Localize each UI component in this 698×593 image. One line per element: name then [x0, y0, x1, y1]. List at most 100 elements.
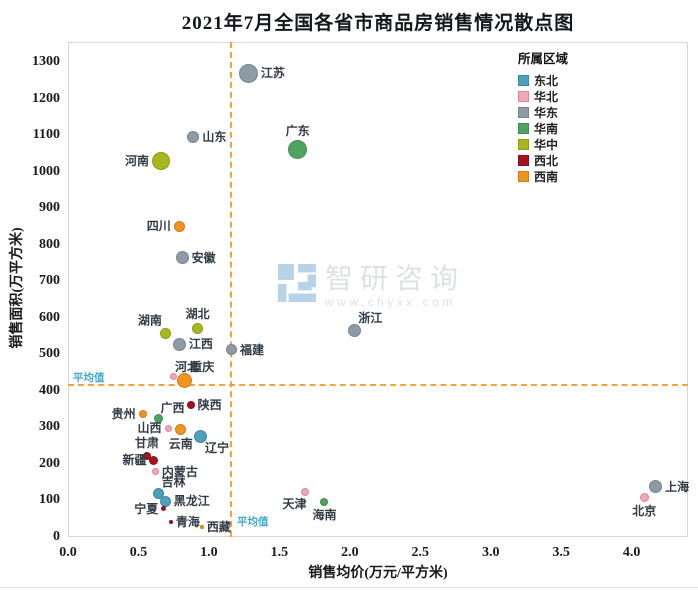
- legend: 所属区域 东北 华北 华东 华南 华中 西北 西南: [518, 48, 568, 184]
- data-point: [151, 468, 159, 476]
- data-point-label: 广西: [160, 400, 185, 415]
- data-point-label: 吉林: [161, 474, 186, 489]
- data-point: [138, 409, 147, 418]
- legend-item: 华东: [518, 104, 568, 120]
- data-point-label: 青海: [175, 515, 200, 530]
- data-point: [193, 430, 207, 444]
- x-tick-label: 1.5: [270, 545, 289, 560]
- data-point: [225, 344, 237, 356]
- legend-swatch-icon: [518, 106, 529, 118]
- y-tick-label: 400: [39, 382, 60, 398]
- data-point: [159, 327, 171, 339]
- data-point: [153, 413, 163, 423]
- legend-label: 华北: [534, 89, 559, 104]
- data-point-label: 福建: [239, 342, 264, 357]
- x-tick-label: 0.0: [59, 545, 77, 560]
- data-point-label: 广东: [285, 124, 310, 139]
- data-point: [149, 455, 159, 465]
- y-tick-label: 300: [39, 419, 60, 435]
- legend-item: 华北: [518, 88, 568, 104]
- legend-swatch-icon: [518, 154, 529, 166]
- x-tick-label: 0.5: [129, 545, 148, 560]
- data-point: [161, 506, 167, 512]
- data-point: [175, 251, 189, 265]
- data-point-label: 云南: [168, 436, 193, 451]
- data-point-label: 贵州: [111, 406, 136, 421]
- x-tick-label: 2.5: [411, 545, 430, 560]
- x-tick-label: 2.0: [341, 545, 359, 560]
- data-point-label: 海南: [312, 507, 337, 522]
- legend-swatch-icon: [518, 90, 529, 102]
- data-point-label: 江西: [188, 337, 213, 352]
- data-point: [238, 63, 258, 83]
- data-point-label: 西藏: [206, 519, 231, 534]
- data-point-label: 重庆: [190, 360, 215, 375]
- data-point-label: 山西: [137, 421, 162, 436]
- legend-item: 东北: [518, 72, 568, 88]
- y-tick-label: 1000: [32, 163, 60, 179]
- data-point: [649, 480, 663, 494]
- legend-swatch-icon: [518, 122, 529, 134]
- data-point-label: 上海: [665, 479, 690, 494]
- x-tick-label: 4.0: [622, 545, 641, 560]
- data-point-label: 宁夏: [134, 501, 159, 516]
- legend-label: 东北: [534, 73, 559, 88]
- y-tick-label: 100: [39, 492, 60, 508]
- data-point: [168, 520, 173, 525]
- average-line-horizontal: [68, 383, 688, 386]
- legend-items: 东北 华北 华东 华南 华中 西北 西南: [518, 72, 568, 184]
- x-tick-label: 3.5: [552, 545, 570, 560]
- data-point: [300, 488, 309, 497]
- average-label-vertical: 平均值: [237, 517, 269, 528]
- y-tick-label: 200: [39, 455, 60, 471]
- data-point-label: 安徽: [191, 250, 216, 265]
- y-tick-label: 700: [39, 273, 60, 289]
- data-point: [159, 495, 171, 507]
- x-tick-label: 3.0: [481, 545, 500, 560]
- average-line-vertical: [230, 42, 233, 537]
- data-point-label: 山东: [202, 129, 227, 144]
- legend-swatch-icon: [518, 74, 529, 86]
- y-tick-label: 800: [39, 236, 60, 252]
- data-point-label: 浙江: [358, 311, 383, 326]
- data-point-label: 陕西: [197, 398, 222, 413]
- data-point-label: 北京: [632, 503, 657, 518]
- data-point-label: 辽宁: [204, 441, 229, 456]
- data-point: [186, 401, 195, 410]
- data-point: [347, 324, 361, 338]
- y-tick-label: 900: [39, 200, 60, 216]
- legend-swatch-icon: [518, 170, 529, 182]
- data-point: [177, 373, 193, 389]
- y-tick-label: 1300: [32, 54, 60, 70]
- data-point-label: 内蒙古: [161, 464, 198, 479]
- legend-item: 华中: [518, 136, 568, 152]
- data-point-label: 天津: [282, 497, 307, 512]
- y-axis-title: 销售面积(万平方米): [10, 227, 25, 349]
- legend-label: 华中: [534, 137, 559, 152]
- legend-label: 西北: [534, 153, 559, 168]
- data-point: [152, 151, 170, 170]
- y-tick-label: 1200: [32, 90, 60, 106]
- data-point: [175, 423, 187, 435]
- legend-item: 西北: [518, 152, 568, 168]
- data-point: [288, 140, 308, 160]
- data-point-label: 甘肃: [134, 435, 159, 450]
- legend-swatch-icon: [518, 138, 529, 150]
- data-point: [164, 424, 172, 432]
- y-tick-label: 500: [39, 346, 60, 362]
- data-point: [199, 524, 204, 529]
- data-point-label: 四川: [146, 219, 171, 234]
- legend-label: 华东: [534, 105, 559, 120]
- data-point-label: 黑龙江: [173, 494, 210, 509]
- data-point-label: 湖北: [185, 307, 210, 322]
- x-tick-label: 1.0: [200, 545, 218, 560]
- data-point: [170, 372, 178, 380]
- average-label-horizontal: 平均值: [73, 372, 105, 384]
- x-axis-title: 销售均价(万元/平方米): [308, 566, 448, 581]
- y-tick-label: 0: [53, 529, 60, 544]
- y-tick-label: 1100: [32, 127, 60, 143]
- data-point: [187, 130, 200, 143]
- legend-label: 西南: [534, 169, 559, 184]
- data-point: [639, 492, 649, 502]
- data-point-label: 河北: [174, 359, 199, 374]
